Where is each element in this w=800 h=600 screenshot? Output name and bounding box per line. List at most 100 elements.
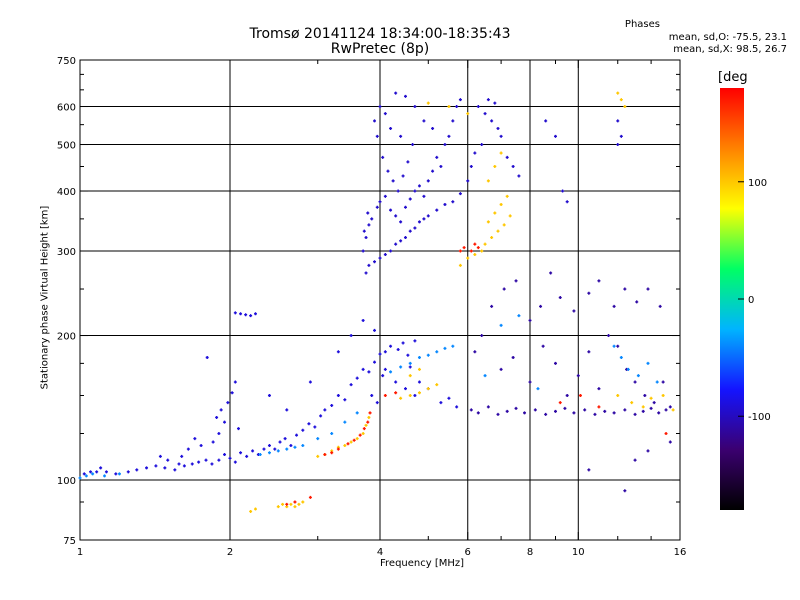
data-point <box>408 197 412 201</box>
data-point <box>616 394 620 398</box>
data-point <box>593 412 597 416</box>
data-point <box>396 189 400 193</box>
data-point <box>476 411 480 415</box>
data-point <box>652 401 656 405</box>
chart-title: Tromsø 20141124 18:34:00-18:35:43 <box>249 26 511 42</box>
phases-x-mode: mean, sd,X: 98.5, 26.7 <box>673 44 787 55</box>
data-point <box>383 350 387 354</box>
x-tick-label: 1 <box>77 547 83 558</box>
data-point <box>319 414 323 418</box>
data-point <box>646 361 650 365</box>
data-point <box>473 253 477 257</box>
data-point <box>239 312 243 316</box>
y-tick-label: 400 <box>57 187 76 198</box>
data-point <box>505 194 509 198</box>
data-point <box>386 169 390 173</box>
data-point <box>253 312 257 316</box>
data-point <box>633 380 637 384</box>
data-point <box>236 427 240 431</box>
data-point <box>458 192 462 196</box>
data-point <box>630 401 634 405</box>
data-point <box>343 398 347 402</box>
data-point <box>539 304 543 308</box>
data-point <box>370 394 374 398</box>
data-point <box>499 134 503 138</box>
data-point <box>563 406 567 410</box>
data-point <box>597 405 601 409</box>
data-point <box>578 394 582 398</box>
data-point <box>473 242 477 246</box>
x-tick-label: 4 <box>377 547 383 558</box>
data-point <box>408 229 412 233</box>
data-point <box>267 451 271 455</box>
data-point <box>455 405 459 409</box>
data-point <box>82 472 86 476</box>
data-point <box>267 444 271 448</box>
data-point <box>616 119 620 123</box>
data-point <box>301 444 305 448</box>
data-point <box>289 502 293 506</box>
data-point <box>223 420 227 424</box>
data-point <box>349 334 353 338</box>
data-point <box>619 98 623 102</box>
x-tick-label: 8 <box>527 547 533 558</box>
data-point <box>289 444 293 448</box>
data-point <box>413 339 417 343</box>
data-point <box>533 408 537 412</box>
data-point <box>228 456 232 460</box>
data-point <box>293 505 297 509</box>
data-point <box>553 134 557 138</box>
data-point <box>483 374 487 378</box>
data-point <box>330 403 334 407</box>
data-point <box>476 246 480 250</box>
data-point <box>362 229 366 233</box>
data-point <box>623 408 627 412</box>
x-tick-label: 2 <box>227 547 233 558</box>
data-point <box>381 155 385 159</box>
data-point <box>173 468 177 472</box>
data-point <box>244 313 248 317</box>
data-point <box>565 200 569 204</box>
data-point <box>375 401 379 405</box>
data-point <box>373 260 377 264</box>
data-point <box>455 105 459 109</box>
data-point <box>486 179 490 183</box>
phases-o-mode: mean, sd,O: -75.5, 23.1 <box>668 32 787 43</box>
data-point <box>635 300 639 304</box>
data-point <box>413 226 417 230</box>
data-point <box>408 394 412 398</box>
data-point <box>215 415 219 419</box>
data-point <box>623 105 627 109</box>
y-tick-label: 750 <box>57 56 76 67</box>
data-point <box>366 420 370 424</box>
data-point <box>378 352 382 356</box>
data-point <box>517 174 521 178</box>
data-point <box>646 449 650 453</box>
data-point <box>403 205 407 209</box>
data-point <box>408 374 412 378</box>
data-point <box>664 408 668 412</box>
data-point <box>258 453 262 457</box>
data-point <box>343 444 347 448</box>
data-point <box>166 458 170 462</box>
data-point <box>233 380 237 384</box>
data-point <box>383 253 387 257</box>
data-point <box>616 143 620 147</box>
data-point <box>549 271 553 275</box>
data-point <box>346 442 350 446</box>
data-point <box>193 437 197 441</box>
data-point <box>649 396 653 400</box>
data-point <box>661 380 665 384</box>
data-point <box>401 341 405 345</box>
data-point <box>514 406 518 410</box>
data-point <box>391 179 395 183</box>
data-point <box>186 447 190 451</box>
data-point <box>553 409 557 413</box>
y-tick-label: 600 <box>57 103 76 114</box>
data-point <box>267 394 271 398</box>
data-point <box>204 458 208 462</box>
data-point <box>399 134 403 138</box>
data-point <box>95 470 99 474</box>
data-point <box>399 365 403 369</box>
data-point <box>616 91 620 95</box>
